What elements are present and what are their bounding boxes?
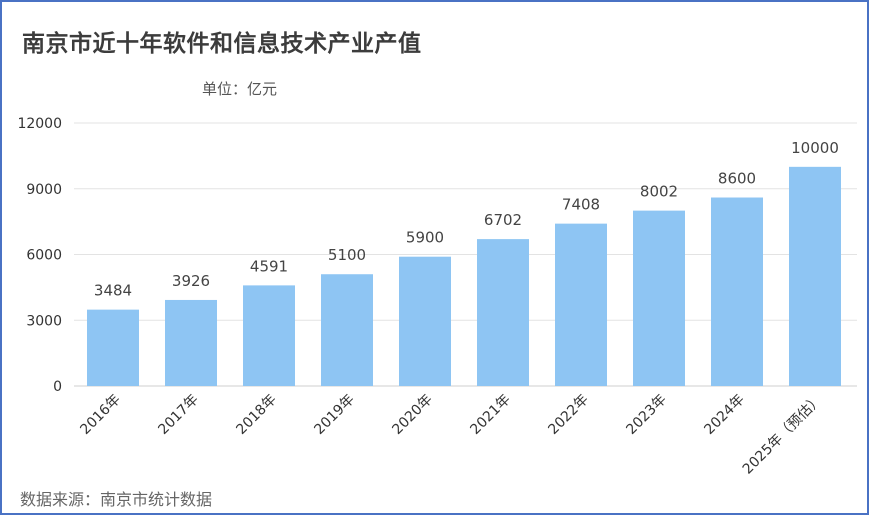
bar [165,299,217,386]
x-tick-label: 2021年 [467,392,513,438]
data-label: 3484 [94,282,132,300]
y-tick-label: 9000 [26,182,62,198]
x-tick-label: 2025年（预估） [740,392,826,478]
data-label: 5100 [328,246,366,264]
bar [321,274,373,386]
x-tick-label: 2019年 [311,392,357,438]
x-tick-label: 2018年 [233,392,279,438]
data-label: 6702 [484,211,522,229]
y-tick-label: 6000 [26,248,62,264]
bar [633,210,685,386]
bar [789,166,841,386]
unit-label: 单位：亿元 [202,80,278,98]
y-tick-label: 12000 [17,116,62,132]
x-tick-label: 2020年 [389,392,435,438]
data-label: 8002 [640,183,678,201]
data-label: 7408 [562,196,600,214]
data-label: 10000 [791,139,839,157]
bar [477,239,529,386]
x-tick-label: 2016年 [77,392,123,438]
data-label: 3926 [172,272,210,290]
bar [399,256,451,386]
bar [87,309,139,386]
data-label: 8600 [718,170,756,188]
data-label: 5900 [406,229,444,247]
data-label: 4591 [250,257,288,275]
y-tick-label: 0 [53,379,62,395]
bar [555,223,607,386]
bar [243,285,295,386]
x-tick-label: 2024年 [701,392,747,438]
bar [711,197,763,386]
x-tick-label: 2022年 [545,392,591,438]
source-note: 数据来源：南京市统计数据 [20,490,213,509]
x-tick-label: 2023年 [623,392,669,438]
chart-title: 南京市近十年软件和信息技术产业产值 [22,31,422,57]
y-tick-label: 3000 [26,313,62,329]
x-tick-label: 2017年 [155,392,201,438]
